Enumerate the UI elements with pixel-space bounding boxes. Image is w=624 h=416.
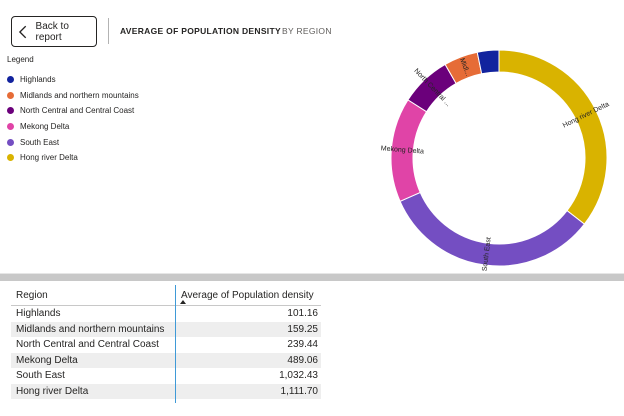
column-header-average-population-density[interactable]: Average of Population density [175, 285, 321, 305]
legend-item[interactable]: Midlands and northern mountains [7, 88, 139, 104]
table-row[interactable]: Midlands and northern mountains 159.25 [11, 321, 321, 337]
back-button-label: Back to report [35, 20, 69, 43]
legend-item[interactable]: North Central and Central Coast [7, 103, 139, 119]
cell-value: 489.06 [175, 352, 321, 368]
table-row[interactable]: North Central and Central Coast 239.44 [11, 337, 321, 353]
cell-region: Highlands [16, 308, 61, 320]
legend-label: North Central and Central Coast [20, 106, 135, 116]
legend-label: Midlands and northern mountains [20, 90, 139, 100]
visual-pane: Back to report AVERAGE OF POPULATION DEN… [0, 16, 624, 274]
table-row[interactable]: Mekong Delta 489.06 [11, 352, 321, 368]
cell-region: Mekong Delta [11, 352, 175, 368]
cell-value: 1,032.43 [279, 370, 318, 382]
cell-value: 101.16 [287, 308, 318, 320]
legend-item[interactable]: Highlands [7, 72, 139, 88]
cell-region: South East [16, 370, 65, 382]
legend-swatch [7, 138, 14, 146]
legend-item[interactable]: Mekong Delta [7, 119, 139, 135]
donut-slice[interactable] [498, 49, 608, 225]
donut-slice[interactable] [399, 191, 586, 267]
donut-slice[interactable] [476, 49, 500, 75]
table-header-row: Region Average of Population density [11, 285, 321, 305]
column-header-region[interactable]: Region [16, 289, 48, 301]
legend-label: South East [20, 137, 60, 147]
chevron-left-icon [18, 25, 27, 38]
cell-region: Hong river Delta [11, 383, 175, 399]
column-resize-divider[interactable] [175, 285, 176, 403]
legend: Legend Highlands Midlands and northern mo… [7, 55, 139, 166]
data-table: Region Average of Population density Hig… [11, 285, 321, 399]
cell-region: Midlands and northern mountains [11, 321, 175, 337]
table-row[interactable]: Hong river Delta 1,111.70 [11, 383, 321, 399]
legend-item[interactable]: South East [7, 134, 139, 150]
cell-value: 159.25 [175, 321, 321, 337]
legend-swatch [7, 91, 14, 99]
data-table-pane: Region Average of Population density Hig… [0, 281, 624, 416]
visual-title: AVERAGE OF POPULATION DENSITY [120, 26, 281, 36]
sort-ascending-icon[interactable] [180, 300, 186, 304]
legend-label: Mekong Delta [20, 122, 70, 132]
column-header-label: Average of Population density [181, 289, 314, 301]
pane-splitter[interactable] [0, 274, 624, 281]
legend-label: Highlands [20, 75, 56, 85]
cell-value: 239.44 [287, 339, 318, 351]
legend-swatch [7, 154, 14, 162]
visual-subtitle: BY REGION [282, 26, 332, 36]
cell-region: North Central and Central Coast [16, 339, 159, 351]
legend-swatch [7, 107, 14, 115]
legend-title: Legend [7, 55, 34, 64]
table-row[interactable]: South East 1,032.43 [11, 368, 321, 384]
legend-swatch [7, 123, 14, 131]
donut-slice-label: Mekong Delta [380, 145, 424, 155]
table-row[interactable]: Highlands 101.16 [11, 306, 321, 322]
legend-item[interactable]: Hong river Delta [7, 150, 139, 166]
legend-label: Hong river Delta [20, 153, 78, 163]
donut-slice-label: South East [482, 237, 493, 272]
header-divider [108, 18, 109, 44]
legend-swatch [7, 76, 14, 84]
cell-value: 1,111.70 [175, 383, 321, 399]
back-to-report-button[interactable]: Back to report [11, 16, 97, 47]
